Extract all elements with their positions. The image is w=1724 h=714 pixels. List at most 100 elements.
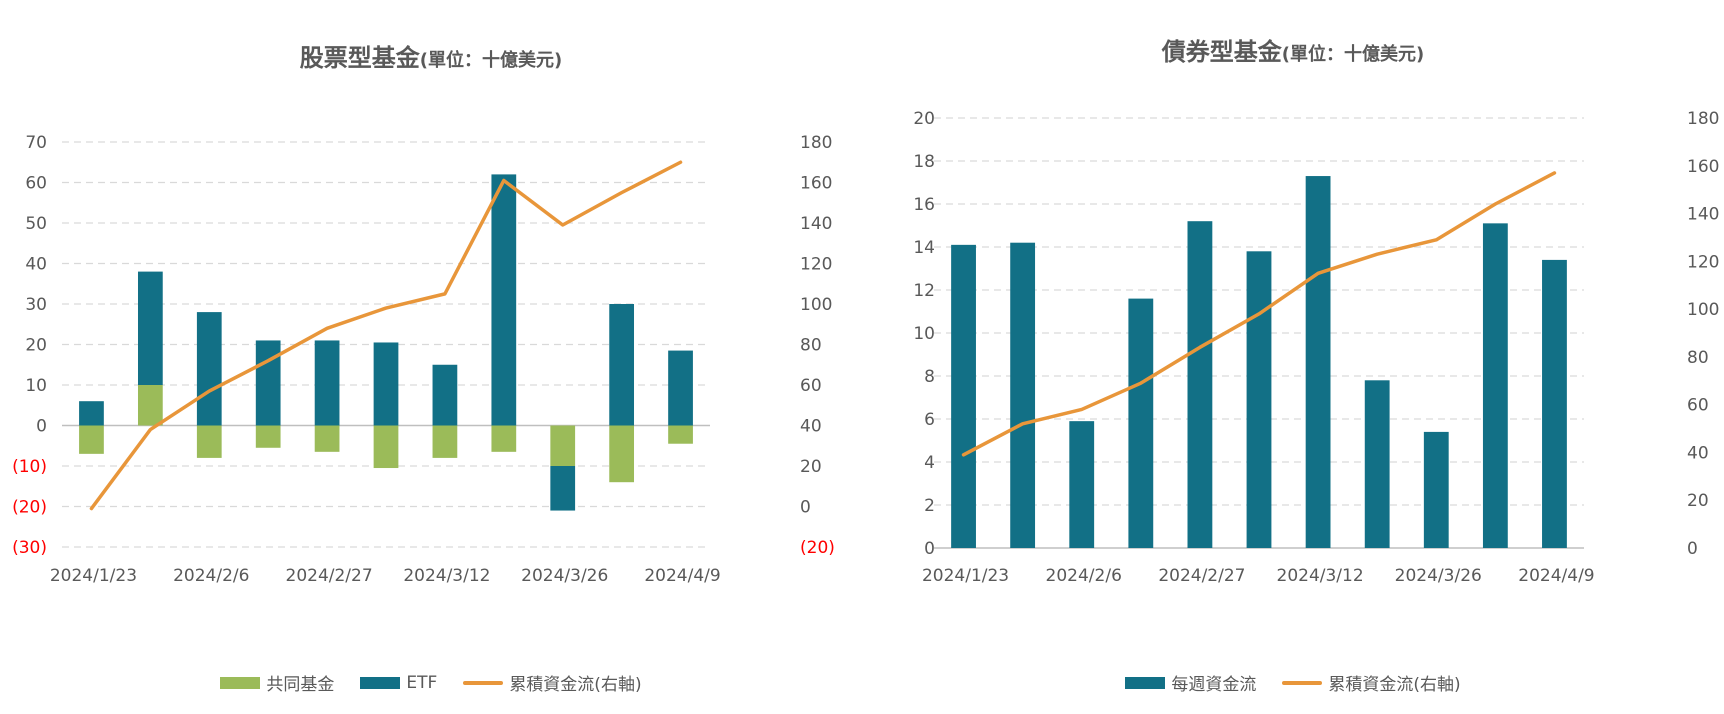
bar [1482,223,1508,548]
chart-title: 股票型基金(單位：十億美元) [0,38,862,73]
bar [1423,431,1449,548]
y2-tick-label: 180 [800,133,832,153]
x-tick-label: 2024/3/26 [521,566,608,586]
chart-title-unit: (單位：十億美元) [1281,44,1425,65]
bar [668,350,693,426]
chart-legend: 每週資金流 累積資金流(右軸) [862,670,1724,695]
chart-title-main: 債券型基金 [1161,38,1282,66]
y-tick-label: 30 [25,295,47,315]
legend-item-cumulative: 累積資金流(右軸) [463,670,642,695]
bar [1187,221,1213,548]
y2-tick-label: 140 [800,214,832,234]
legend-swatch-cumulative [463,680,504,685]
y2-tick-label: 40 [1687,443,1709,463]
y2-tick-label: 60 [800,376,822,396]
x-tick-label: 2024/2/6 [173,566,249,586]
x-tick-label: 2024/3/26 [1395,566,1482,586]
bar [137,271,163,385]
bar [255,425,281,448]
x-tick-label: 2024/3/12 [1277,566,1364,586]
legend-item-mutual-fund: 共同基金 [220,670,334,695]
cumulative-flow-line [961,171,1557,457]
legend-swatch-cumulative [1282,680,1323,685]
equity-fund-plot: 706050403020100(10)(20)(30)1801601401201… [12,133,835,586]
y-tick-label: 4 [924,453,935,473]
bar [137,385,163,426]
chart-legend: 共同基金 ETF 累積資金流(右軸) [0,670,862,695]
bar [609,425,635,483]
bar [1128,298,1154,548]
bar [491,425,517,452]
bar [1069,421,1095,548]
y2-tick-label: 40 [800,417,822,437]
y-tick-label: 60 [25,174,47,194]
bar [668,425,693,444]
y-tick-label: 40 [25,255,47,275]
y-tick-label: (20) [12,498,47,518]
y2-tick-label: 0 [1687,539,1698,559]
y2-tick-label: 180 [1687,109,1719,129]
x-tick-label: 2024/2/6 [1046,566,1122,586]
y-tick-label: 6 [924,410,935,430]
y-tick-label: 10 [25,376,47,396]
chart-title: 債券型基金(單位：十億美元) [862,32,1724,67]
bar [1542,259,1567,548]
y-tick-label: 16 [913,195,935,215]
legend-label: 累積資金流(右軸) [509,675,642,695]
legend-label: 累積資金流(右軸) [1328,675,1461,695]
y-tick-label: 12 [913,281,935,301]
y-tick-label: (10) [12,457,47,477]
bar [550,466,576,511]
y2-tick-label: 160 [800,174,832,194]
y-tick-label: 20 [913,109,935,129]
x-tick-label: 2024/4/9 [644,566,720,586]
x-tick-label: 2024/2/27 [286,566,373,586]
y2-tick-label: 100 [800,295,832,315]
bond-fund-plot: 2018161412108642018016014012010080604020… [913,109,1719,586]
bar [373,342,399,426]
legend-label: 共同基金 [266,675,335,695]
legend-item-cumulative: 累積資金流(右軸) [1282,670,1461,695]
y2-tick-label: 100 [1687,300,1719,320]
chart-title-unit: (單位：十億美元) [419,50,563,71]
bar [255,340,281,426]
cumulative-flow-line [89,160,683,511]
legend-swatch-mutual-fund [220,676,261,689]
bar [609,304,635,426]
x-tick-label: 2024/1/23 [50,566,137,586]
legend-item-etf: ETF [360,670,437,695]
y2-tick-label: 20 [800,457,822,477]
y2-tick-label: 60 [1687,396,1709,416]
y-tick-label: 14 [913,238,935,258]
y-tick-label: 70 [25,133,47,153]
y-tick-label: 2 [924,496,935,516]
bar [314,425,340,452]
y2-tick-label: (20) [800,538,835,558]
legend-swatch-etf [360,676,401,689]
bar [432,425,458,458]
y-tick-label: 20 [25,336,47,356]
y-tick-label: 0 [924,539,935,559]
chart-title-main: 股票型基金 [299,44,420,72]
bar [196,312,222,426]
bar [432,364,458,426]
bar [314,340,340,426]
y-tick-label: 10 [913,324,935,344]
x-tick-label: 2024/4/9 [1518,566,1594,586]
y2-tick-label: 140 [1687,205,1719,225]
bond-fund-chart: 債券型基金(單位：十億美元) 20 18 16 14 12 10 8 6 4 2 0 180 160 14… [862,0,1724,714]
bar [1364,380,1390,548]
bar [1246,251,1272,549]
legend-label: 每週資金流 [1171,675,1257,695]
y2-tick-label: 120 [800,255,832,275]
bar [1305,176,1331,549]
legend-label: ETF [406,672,438,693]
x-tick-label: 2024/2/27 [1158,566,1245,586]
bar [79,401,104,426]
y2-tick-label: 80 [800,336,822,356]
bar [79,425,104,454]
y2-tick-label: 160 [1687,157,1719,177]
y-tick-label: (30) [12,538,47,558]
bar [491,174,517,426]
y2-tick-label: 120 [1687,252,1719,272]
